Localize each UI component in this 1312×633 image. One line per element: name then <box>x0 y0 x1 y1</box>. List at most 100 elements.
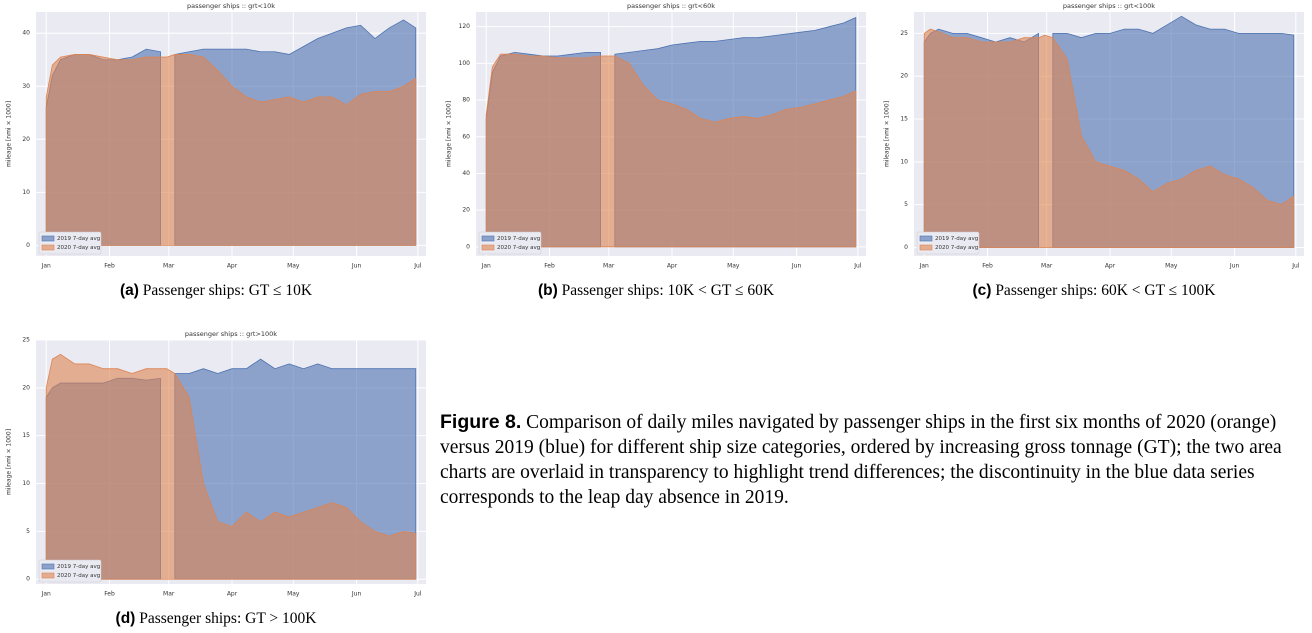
x-tick-label: May <box>1165 263 1178 270</box>
legend-label: 2019 7-day avg <box>497 236 540 242</box>
y-tick-label: 0 <box>26 576 30 583</box>
figure-text: Comparison of daily miles navigated by p… <box>440 412 1282 508</box>
x-tick-label: Jul <box>413 591 422 598</box>
x-tick-label: Jan <box>41 591 51 598</box>
y-tick-label: 20 <box>22 384 30 391</box>
legend-label: 2019 7-day avg <box>935 236 978 242</box>
x-tick-label: Mar <box>163 263 175 270</box>
legend-box <box>38 559 102 583</box>
chart-title: passenger ships :: grt<60k <box>627 2 715 10</box>
area <box>45 353 417 580</box>
y-tick-label: 0 <box>26 242 30 249</box>
legend-label: 2020 7-day avg <box>497 245 540 251</box>
x-tick-label: Apr <box>227 591 238 598</box>
x-tick-label: Jul <box>853 263 862 270</box>
y-tick-label: 0 <box>466 243 470 250</box>
x-tick-label: Jul <box>1291 263 1300 270</box>
subcaption-tag: (b) <box>537 282 558 299</box>
figure-label: Figure 8. <box>440 411 522 433</box>
subcaption: (d) Passenger ships: GT > 100K <box>0 610 432 628</box>
y-tick-label: 10 <box>900 158 908 165</box>
y-tick-label: 40 <box>22 30 30 37</box>
subcaption-text: Passenger ships: 60K < GT ≤ 100K <box>995 282 1216 299</box>
x-tick-label: May <box>287 263 300 270</box>
y-tick-label: 25 <box>900 30 908 37</box>
subcaption: (b) Passenger ships: 10K < GT ≤ 60K <box>440 282 872 300</box>
y-tick-label: 10 <box>22 189 30 196</box>
y-tick-label: 120 <box>459 23 471 30</box>
y-axis-label: mileage [nmi × 1000] <box>6 101 13 167</box>
chart-title: passenger ships :: grt<10k <box>187 2 275 10</box>
y-tick-label: 10 <box>22 480 30 487</box>
y-tick-label: 20 <box>900 73 908 80</box>
subcaption-tag: (d) <box>115 610 136 627</box>
x-tick-label: Feb <box>544 263 555 270</box>
legend-label: 2019 7-day avg <box>57 564 100 570</box>
legend-swatch <box>919 235 933 242</box>
y-axis-label: mileage [nmi × 1000] <box>6 429 13 495</box>
legend-swatch <box>41 572 55 579</box>
subcaption: (a) Passenger ships: GT ≤ 10K <box>0 282 432 300</box>
x-tick-label: Apr <box>667 263 678 270</box>
legend-label: 2019 7-day avg <box>57 236 100 242</box>
legend-swatch <box>41 235 55 242</box>
area <box>485 53 857 248</box>
y-tick-label: 80 <box>462 97 470 104</box>
subcaption-text: Passenger ships: 10K < GT ≤ 60K <box>561 282 775 299</box>
chart-title: passenger ships :: grt<100k <box>1063 2 1155 10</box>
subcaption-tag: (a) <box>119 282 139 299</box>
x-tick-label: Jun <box>1229 263 1240 270</box>
x-tick-label: Apr <box>227 263 238 270</box>
legend-swatch <box>41 244 55 251</box>
x-tick-label: May <box>287 591 300 598</box>
x-tick-label: Feb <box>982 263 993 270</box>
x-tick-label: Mar <box>603 263 615 270</box>
figure-caption: Figure 8. Comparison of daily miles navi… <box>440 410 1310 510</box>
y-tick-label: 60 <box>462 133 470 140</box>
x-tick-label: Jan <box>481 263 491 270</box>
subcaption-tag: (c) <box>972 282 992 299</box>
area <box>923 28 1295 248</box>
legend-swatch <box>481 244 495 251</box>
x-tick-label: Apr <box>1105 263 1116 270</box>
y-tick-label: 40 <box>462 170 470 177</box>
x-tick-label: Feb <box>104 263 115 270</box>
legend-label: 2020 7-day avg <box>57 573 100 579</box>
y-axis-label: mileage [nmi × 1000] <box>884 101 891 167</box>
legend-label: 2020 7-day avg <box>935 245 978 251</box>
x-tick-label: Mar <box>1041 263 1053 270</box>
x-tick-label: Jan <box>919 263 929 270</box>
y-tick-label: 15 <box>22 432 30 439</box>
subcaption: (c) Passenger ships: 60K < GT ≤ 100K <box>878 282 1310 300</box>
legend-box <box>916 231 980 255</box>
y-tick-label: 20 <box>462 207 470 214</box>
y-tick-label: 30 <box>22 83 30 90</box>
x-tick-label: Jun <box>351 591 362 598</box>
y-axis-label: mileage [nmi × 1000] <box>446 101 453 167</box>
y-tick-label: 25 <box>22 337 30 344</box>
x-tick-label: Jun <box>351 263 362 270</box>
y-tick-label: 100 <box>459 60 471 67</box>
x-tick-label: Jun <box>791 263 802 270</box>
area <box>45 54 417 246</box>
legend-box <box>38 231 102 255</box>
legend-box <box>478 231 542 255</box>
x-tick-label: Mar <box>163 591 175 598</box>
y-tick-label: 5 <box>904 201 908 208</box>
legend-swatch <box>919 244 933 251</box>
chart-title: passenger ships :: grt>100k <box>185 330 277 338</box>
y-tick-label: 15 <box>900 116 908 123</box>
x-tick-label: Feb <box>104 591 115 598</box>
subcaption-text: Passenger ships: GT > 100K <box>139 610 317 627</box>
y-tick-label: 0 <box>904 244 908 251</box>
legend-swatch <box>41 563 55 570</box>
x-tick-label: May <box>727 263 740 270</box>
